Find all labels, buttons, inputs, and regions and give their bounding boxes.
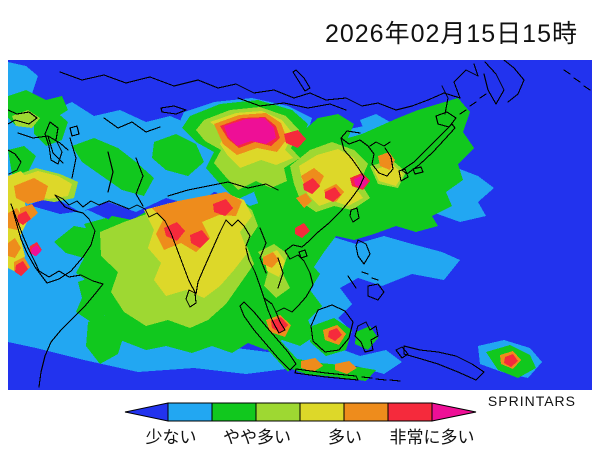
forecast-datetime-title: 2026年02月15日15時	[324, 20, 578, 48]
legend-seg-2	[211, 402, 257, 422]
legend-arrow-high	[431, 402, 477, 422]
legend-label-very-high: 非常に多い	[389, 428, 475, 447]
legend-label-high: 多い	[328, 428, 362, 447]
legend-seg-6	[387, 402, 433, 422]
map-canvas	[7, 59, 592, 390]
model-credit: SPRINTARS	[487, 393, 576, 409]
legend-seg-3	[255, 402, 301, 422]
legend-arrow-low	[124, 402, 169, 422]
legend-colorbar	[124, 402, 477, 422]
map-coastlines	[7, 59, 591, 388]
legend-seg-5	[343, 402, 389, 422]
legend-seg-1	[167, 402, 213, 422]
aerosol-map	[7, 59, 592, 390]
legend-seg-4	[299, 402, 345, 422]
legend-label-low: 少ない	[145, 428, 197, 447]
legend-label-moderate: やや多い	[223, 428, 291, 447]
map-layer-level7	[31, 118, 368, 256]
